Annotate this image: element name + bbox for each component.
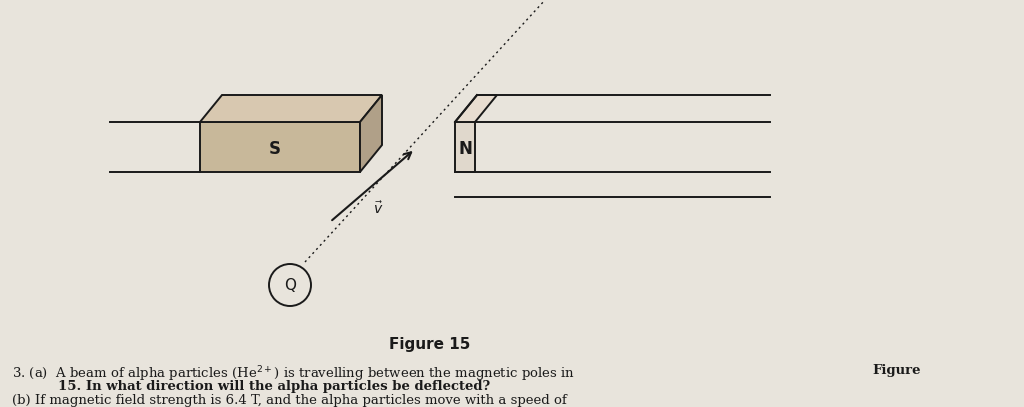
Polygon shape <box>200 122 360 172</box>
Text: Figure: Figure <box>872 364 921 377</box>
Text: (b) If magnetic field strength is 6.4 T, and the alpha particles move with a spe: (b) If magnetic field strength is 6.4 T,… <box>12 394 566 407</box>
Polygon shape <box>360 95 382 172</box>
Text: $\vec{v}$: $\vec{v}$ <box>373 201 383 217</box>
Text: 3. (a)  A beam of alpha particles (He$^{2+}$) is travelling between the magnetic: 3. (a) A beam of alpha particles (He$^{2… <box>12 364 575 384</box>
Polygon shape <box>455 122 475 172</box>
Text: N: N <box>458 140 472 158</box>
Text: S: S <box>269 140 281 158</box>
Text: Q: Q <box>284 278 296 293</box>
Text: Figure 15: Figure 15 <box>389 337 471 352</box>
Text: 15. In what direction will the alpha particles be deflected?: 15. In what direction will the alpha par… <box>58 380 490 393</box>
Polygon shape <box>455 95 497 122</box>
Polygon shape <box>200 95 382 122</box>
